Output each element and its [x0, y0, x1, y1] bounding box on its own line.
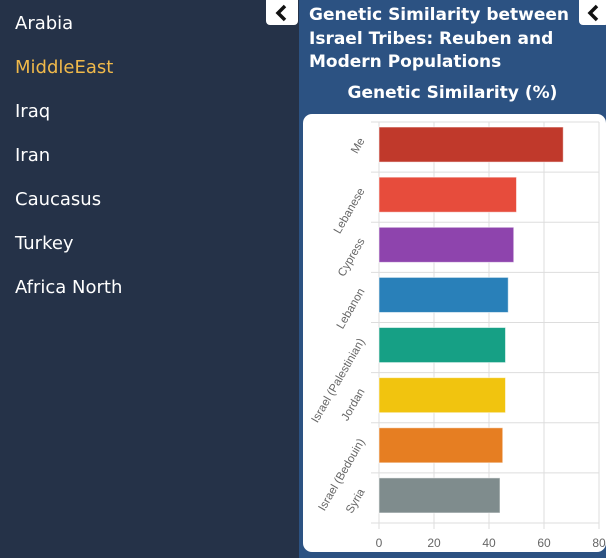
y-tick-label: Lebanon	[335, 286, 368, 331]
bar-lebanese	[378, 176, 517, 213]
chevron-left-icon	[275, 4, 287, 21]
x-tick-label: 80	[592, 536, 606, 550]
y-tick-label: Syria	[344, 486, 368, 515]
y-tick-label: Lebanese	[332, 186, 368, 236]
sidebar-item-arabia[interactable]: Arabia	[15, 13, 74, 34]
sidebar-item-caucasus[interactable]: Caucasus	[15, 189, 102, 210]
sidebar-item-iran[interactable]: Iran	[15, 145, 51, 166]
y-tick-label: Jordan	[340, 387, 368, 423]
chevron-left-icon	[587, 4, 599, 21]
sidebar-item-middleeast[interactable]: MiddleEast	[15, 57, 114, 78]
sidebar-item-iraq[interactable]: Iraq	[15, 101, 51, 122]
bar-israel-bedouin	[378, 427, 504, 464]
chart-title: Genetic Similarity (%)	[347, 83, 558, 103]
sidebar-collapse-button[interactable]	[266, 0, 298, 25]
bar-me	[378, 126, 564, 163]
sidebar-item-africa-north[interactable]: Africa North	[15, 277, 123, 298]
chart-card: Me Lebanese Cypress Lebanon Israel (Palestin…	[303, 114, 606, 552]
x-tick-label: 40	[482, 536, 496, 550]
bar-syria	[378, 477, 501, 514]
bar-israel-palestinian	[378, 327, 506, 364]
x-tick-label: 60	[537, 536, 551, 550]
bar-lebanon	[378, 276, 509, 313]
sidebar-item-turkey[interactable]: Turkey	[15, 233, 74, 254]
sidebar: Arabia MiddleEast Iraq Iran Caucasus Tur…	[0, 0, 300, 558]
chart-panel: Genetic Similarity between Israel Tribes…	[299, 0, 606, 558]
panel-collapse-button[interactable]	[579, 0, 606, 25]
y-tick-label: Me	[349, 136, 367, 156]
panel-title: Genetic Similarity between Israel Tribes…	[309, 5, 570, 72]
bar-jordan	[378, 377, 506, 414]
bar-cypress	[378, 226, 515, 263]
y-tick-label: Cypress	[336, 236, 368, 279]
y-tick-label: Israel (Palestinian)	[310, 336, 368, 425]
x-tick-label: 0	[376, 536, 383, 550]
x-tick-label: 20	[427, 536, 441, 550]
